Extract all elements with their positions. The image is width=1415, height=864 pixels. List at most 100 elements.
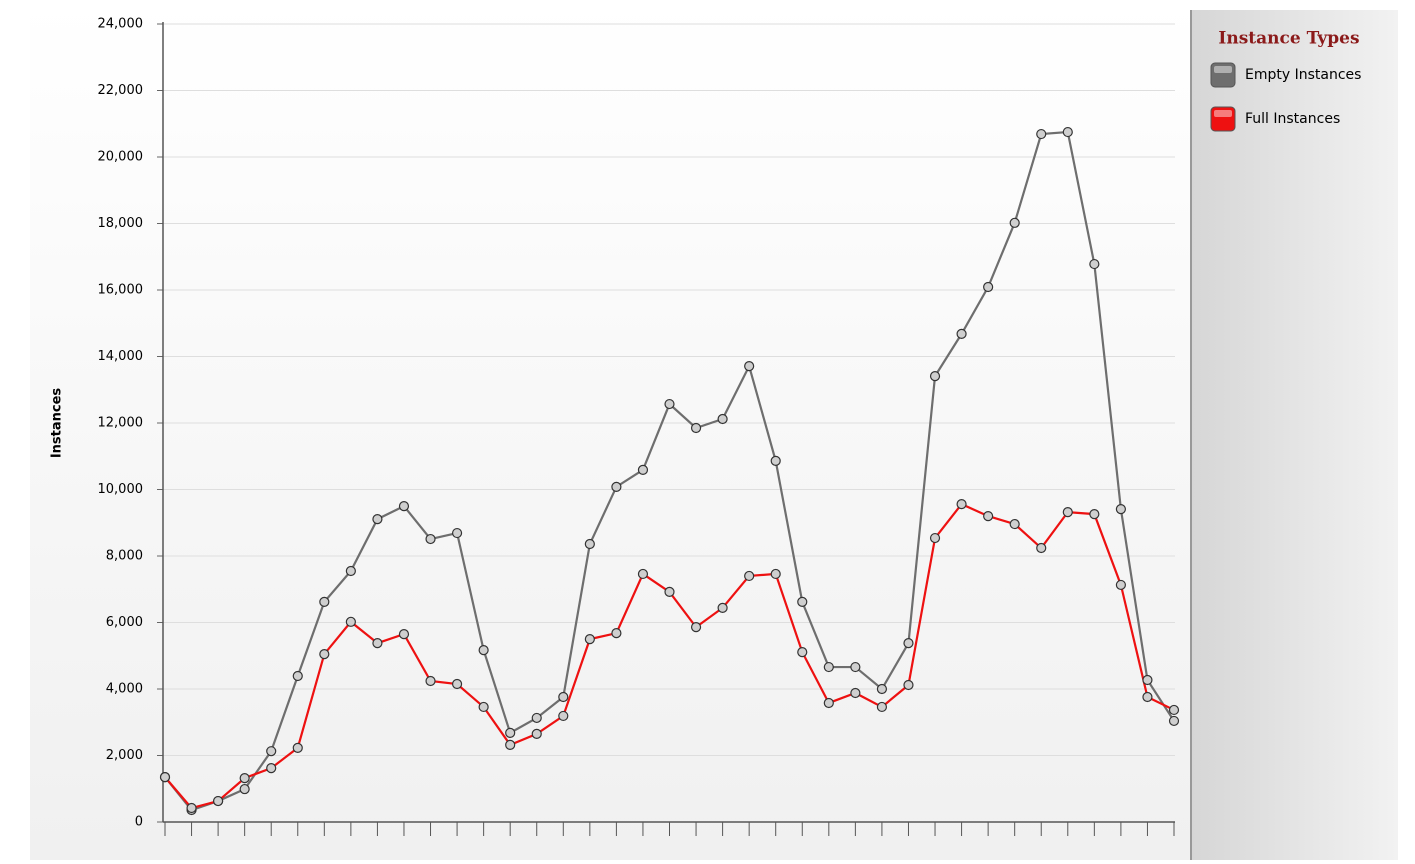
data-point	[505, 727, 516, 738]
data-point	[717, 413, 728, 425]
data-point	[425, 533, 436, 545]
data-point	[584, 634, 595, 645]
data-point	[1009, 217, 1020, 228]
y-tick-label: 16,000	[98, 283, 144, 298]
legend-swatch	[1210, 62, 1236, 88]
data-point	[637, 464, 649, 475]
data-point	[319, 648, 330, 660]
y-tick-label: 8,000	[106, 549, 143, 564]
data-point	[823, 697, 834, 709]
data-point	[1168, 704, 1180, 716]
data-point	[1036, 542, 1047, 554]
data-point	[1142, 674, 1153, 686]
data-point	[797, 596, 808, 607]
data-point	[1089, 509, 1100, 520]
data-point	[1142, 691, 1153, 703]
data-point	[611, 481, 622, 492]
data-point	[558, 691, 569, 703]
data-point	[345, 616, 356, 627]
data-point	[876, 701, 888, 713]
data-point	[292, 670, 303, 682]
data-point	[823, 661, 834, 673]
y-tick-label: 14,000	[98, 349, 144, 364]
data-point	[903, 638, 914, 649]
data-point	[186, 802, 197, 814]
data-point	[505, 739, 516, 750]
data-point	[213, 795, 224, 807]
y-tick-label: 6,000	[106, 615, 143, 630]
data-point	[744, 570, 755, 582]
data-point	[983, 510, 994, 522]
data-point	[531, 728, 542, 739]
data-point	[956, 499, 967, 510]
data-point	[478, 644, 489, 656]
plot-background	[30, 0, 1190, 860]
y-axis-label: Instances	[50, 388, 65, 459]
data-point	[1062, 126, 1073, 138]
data-point	[345, 565, 356, 577]
y-tick-label: 12,000	[98, 416, 144, 431]
data-point	[478, 701, 489, 713]
data-point	[372, 638, 383, 649]
data-point	[398, 501, 410, 512]
data-point	[1062, 507, 1073, 518]
data-point	[929, 532, 941, 544]
legend-label: Empty Instances	[1245, 67, 1361, 83]
data-point	[1168, 715, 1180, 727]
y-tick-label: 20,000	[98, 150, 144, 165]
data-point	[690, 622, 702, 633]
data-point	[611, 628, 622, 639]
data-point	[903, 679, 914, 691]
legend-swatch	[1210, 106, 1236, 132]
legend-swatch-shine	[1214, 66, 1232, 73]
data-point	[239, 773, 250, 784]
data-point	[319, 596, 330, 607]
data-point	[717, 602, 728, 613]
data-point	[770, 455, 781, 467]
data-point	[425, 675, 436, 687]
data-point	[1115, 504, 1126, 515]
data-point	[956, 328, 967, 339]
data-point	[983, 281, 994, 293]
data-point	[637, 568, 649, 580]
data-point	[451, 678, 463, 690]
data-point	[664, 586, 675, 598]
data-point	[1036, 128, 1047, 140]
y-tick-label: 18,000	[98, 216, 144, 231]
data-point	[558, 710, 569, 722]
data-point	[1115, 579, 1126, 591]
y-tick-label: 2,000	[106, 748, 143, 763]
y-tick-label: 0	[135, 815, 143, 830]
data-point	[690, 422, 702, 434]
legend-panel	[1190, 10, 1398, 860]
y-tick-label: 10,000	[98, 482, 144, 497]
data-point	[850, 687, 861, 699]
data-point	[266, 763, 277, 774]
data-point	[159, 772, 171, 783]
data-point	[292, 742, 303, 753]
data-point	[266, 746, 277, 757]
y-tick-label: 22,000	[98, 83, 144, 98]
y-tick-label: 24,000	[98, 17, 144, 32]
y-tick-label: 4,000	[106, 682, 143, 697]
data-point	[584, 538, 595, 550]
data-point	[876, 683, 888, 695]
data-point	[929, 371, 941, 382]
data-point	[850, 661, 861, 673]
data-point	[531, 712, 542, 724]
data-point	[372, 513, 383, 525]
data-point	[797, 646, 808, 658]
data-point	[398, 629, 410, 640]
data-point	[664, 398, 675, 410]
data-point	[770, 568, 781, 580]
data-point	[744, 361, 755, 372]
legend-title: Instance Types	[1218, 29, 1359, 49]
data-point	[1089, 258, 1100, 270]
data-point	[451, 527, 463, 539]
legend-label: Full Instances	[1245, 111, 1340, 127]
legend-swatch-shine	[1214, 110, 1232, 117]
data-point	[1009, 518, 1020, 530]
data-point	[239, 783, 250, 795]
